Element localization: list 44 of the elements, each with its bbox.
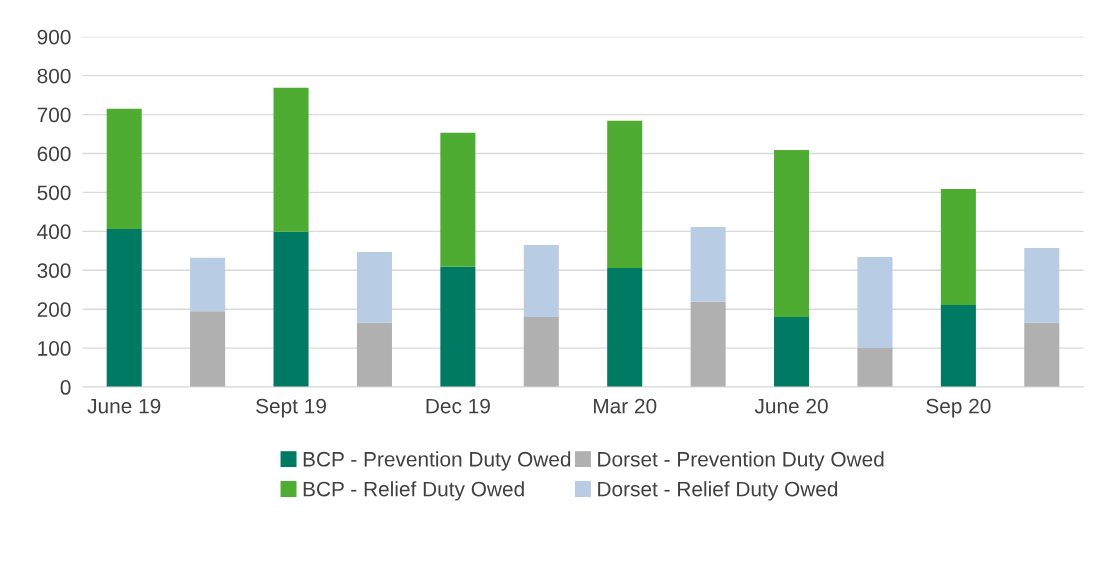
bar	[356, 322, 392, 388]
y-tick-label: 0	[60, 380, 71, 395]
bar	[690, 301, 726, 388]
y-tick-label: 100	[38, 341, 71, 356]
bar	[273, 231, 309, 388]
bar	[273, 87, 309, 232]
bar	[523, 316, 559, 388]
x-tick-label: Sep 20	[926, 398, 991, 418]
bar	[774, 149, 810, 317]
bar	[607, 120, 643, 268]
x-tick-label: Dec 19	[426, 398, 490, 414]
bar	[940, 304, 976, 388]
bar	[440, 132, 476, 267]
x-tick-label: Mar 20	[594, 398, 657, 414]
legend-label: Dorset - Prevention Duty Owed	[598, 451, 884, 471]
x-tick-label: Sept 19	[256, 398, 326, 418]
y-tick-label: 900	[37, 29, 71, 45]
bar	[190, 257, 226, 312]
bar	[106, 108, 142, 229]
bar	[190, 311, 226, 388]
y-tick-label: 500	[37, 185, 71, 201]
legend-label: BCP - Relief Duty Owed	[303, 481, 524, 501]
bar	[1024, 322, 1060, 388]
bar	[106, 229, 142, 388]
x-tick-label: June 20	[754, 398, 828, 414]
bar	[857, 257, 893, 349]
bar	[940, 188, 976, 305]
y-tick-label: 800	[37, 68, 71, 84]
legend-label: Dorset - Relief Duty Owed	[598, 481, 838, 501]
bar	[607, 267, 643, 388]
legend-label: BCP - Prevention Duty Owed	[303, 451, 571, 471]
bar	[523, 244, 559, 317]
y-tick-label: 400	[37, 224, 71, 240]
bar	[857, 348, 893, 388]
y-tick-label: 700	[37, 107, 71, 123]
y-tick-label: 300	[37, 263, 71, 279]
y-tick-label: 200	[37, 302, 71, 317]
x-tick-label: June 19	[87, 398, 161, 414]
y-tick-label: 600	[37, 146, 71, 162]
bar	[774, 316, 810, 388]
bar	[356, 251, 392, 323]
bar	[690, 227, 726, 302]
bar	[1024, 248, 1060, 323]
bar	[440, 266, 476, 388]
